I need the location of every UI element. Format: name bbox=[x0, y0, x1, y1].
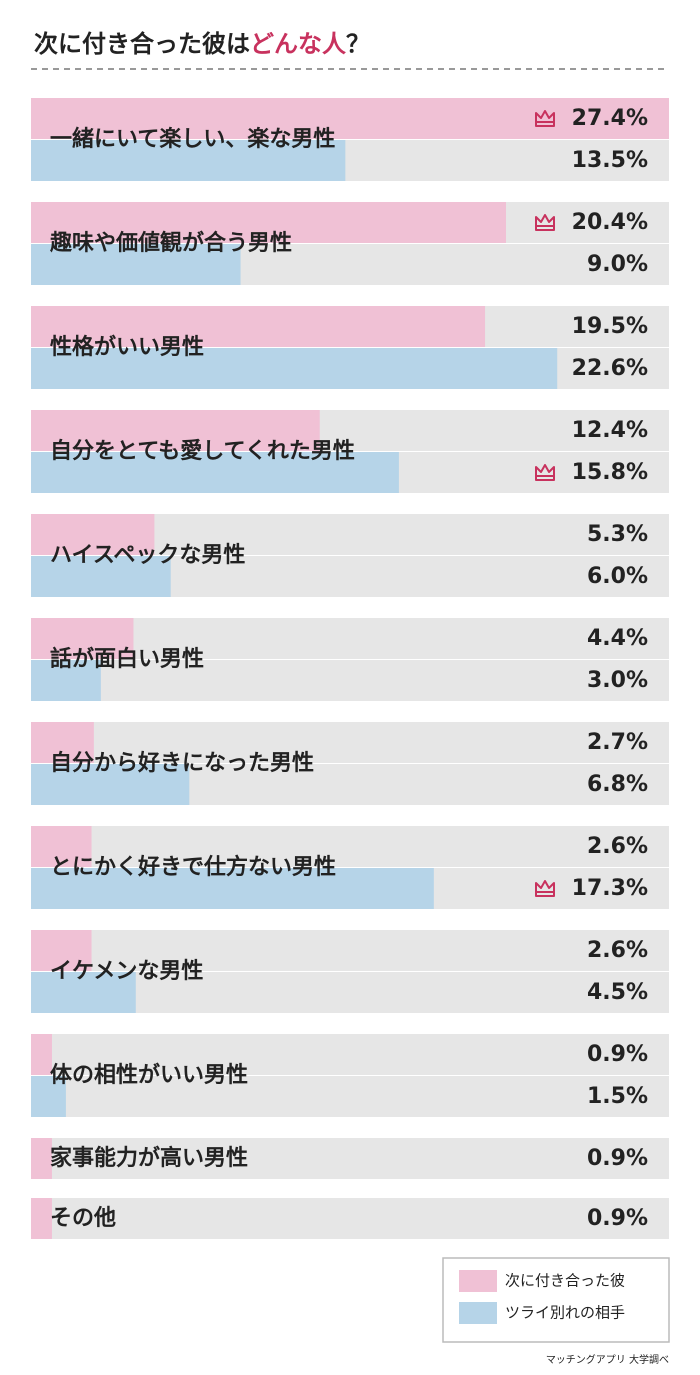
value-label: 0.9% bbox=[587, 1042, 648, 1067]
bar bbox=[31, 868, 434, 909]
category-label: 性格がいい男性 bbox=[50, 334, 204, 360]
value-label: 22.6% bbox=[572, 356, 648, 381]
value-label: 2.6% bbox=[587, 938, 648, 963]
value-label: 1.5% bbox=[587, 1084, 648, 1109]
legend-swatch bbox=[459, 1302, 497, 1324]
value-label: 20.4% bbox=[572, 210, 648, 235]
value-label: 15.8% bbox=[572, 460, 648, 485]
title-part: ？ bbox=[346, 30, 370, 58]
bar bbox=[31, 98, 669, 139]
category-label: 自分をとても愛してくれた男性 bbox=[50, 438, 355, 464]
category-label: 体の相性がいい男性 bbox=[50, 1062, 248, 1088]
bar bbox=[31, 1076, 66, 1117]
bar bbox=[31, 1198, 52, 1239]
chart-title: 次に付き合った彼はどんな人？ bbox=[34, 30, 370, 58]
value-label: 4.4% bbox=[587, 626, 648, 651]
category-label: とにかく好きで仕方ない男性 bbox=[50, 854, 336, 880]
bar bbox=[31, 452, 399, 493]
value-label: 17.3% bbox=[572, 876, 648, 901]
category-label: 家事能力が高い男性 bbox=[50, 1145, 248, 1171]
bar-track bbox=[31, 1138, 669, 1179]
bar bbox=[31, 930, 92, 971]
bar bbox=[31, 1138, 52, 1179]
bar bbox=[31, 722, 94, 763]
bar bbox=[31, 826, 92, 867]
bar-track bbox=[31, 972, 669, 1013]
title-part: 次に付き合った彼は bbox=[34, 30, 250, 58]
legend-label: ツライ別れの相手 bbox=[505, 1304, 625, 1322]
source-note: マッチングアプリ 大学調べ bbox=[546, 1353, 669, 1366]
crown-icon bbox=[535, 880, 555, 897]
value-label: 2.6% bbox=[587, 834, 648, 859]
bar bbox=[31, 556, 171, 597]
bar bbox=[31, 140, 346, 181]
bar-track bbox=[31, 660, 669, 701]
bar-track bbox=[31, 1198, 669, 1239]
value-label: 0.9% bbox=[587, 1146, 648, 1171]
bar bbox=[31, 348, 558, 389]
category-label: 一緒にいて楽しい、楽な男性 bbox=[50, 126, 335, 152]
category-label: その他 bbox=[50, 1206, 116, 1231]
bar-track bbox=[31, 930, 669, 971]
bar-track bbox=[31, 618, 669, 659]
category-label: 話が面白い男性 bbox=[50, 646, 204, 672]
bar-track bbox=[31, 1076, 669, 1117]
value-label: 19.5% bbox=[572, 314, 648, 339]
bar bbox=[31, 660, 101, 701]
value-label: 3.0% bbox=[587, 668, 648, 693]
value-label: 9.0% bbox=[587, 252, 648, 277]
crown-icon bbox=[535, 110, 555, 127]
bar bbox=[31, 972, 136, 1013]
bar bbox=[31, 618, 134, 659]
legend-swatch bbox=[459, 1270, 497, 1292]
bar bbox=[31, 1034, 52, 1075]
value-label: 12.4% bbox=[572, 418, 648, 443]
value-label: 0.9% bbox=[587, 1206, 648, 1231]
bar bbox=[31, 202, 507, 243]
bar bbox=[31, 244, 241, 285]
category-label: 趣味や価値観が合う男性 bbox=[49, 230, 292, 256]
bar-track bbox=[31, 722, 669, 763]
bar-track bbox=[31, 1034, 669, 1075]
bar bbox=[31, 306, 486, 347]
bar-track bbox=[31, 826, 669, 867]
category-label: 自分から好きになった男性 bbox=[50, 750, 314, 776]
value-label: 5.3% bbox=[587, 522, 648, 547]
bar bbox=[31, 410, 320, 451]
bar bbox=[31, 764, 190, 805]
bar bbox=[31, 514, 155, 555]
value-label: 6.8% bbox=[587, 772, 648, 797]
category-label: ハイスペックな男性 bbox=[50, 543, 245, 568]
value-label: 27.4% bbox=[572, 106, 648, 131]
value-label: 2.7% bbox=[587, 730, 648, 755]
legend-label: 次に付き合った彼 bbox=[505, 1272, 625, 1290]
crown-icon bbox=[535, 214, 555, 231]
title-highlight: どんな人 bbox=[250, 30, 346, 58]
crown-icon bbox=[535, 464, 555, 481]
value-label: 6.0% bbox=[587, 564, 648, 589]
category-label: イケメンな男性 bbox=[50, 959, 203, 984]
value-label: 4.5% bbox=[587, 980, 648, 1005]
value-label: 13.5% bbox=[572, 148, 648, 173]
